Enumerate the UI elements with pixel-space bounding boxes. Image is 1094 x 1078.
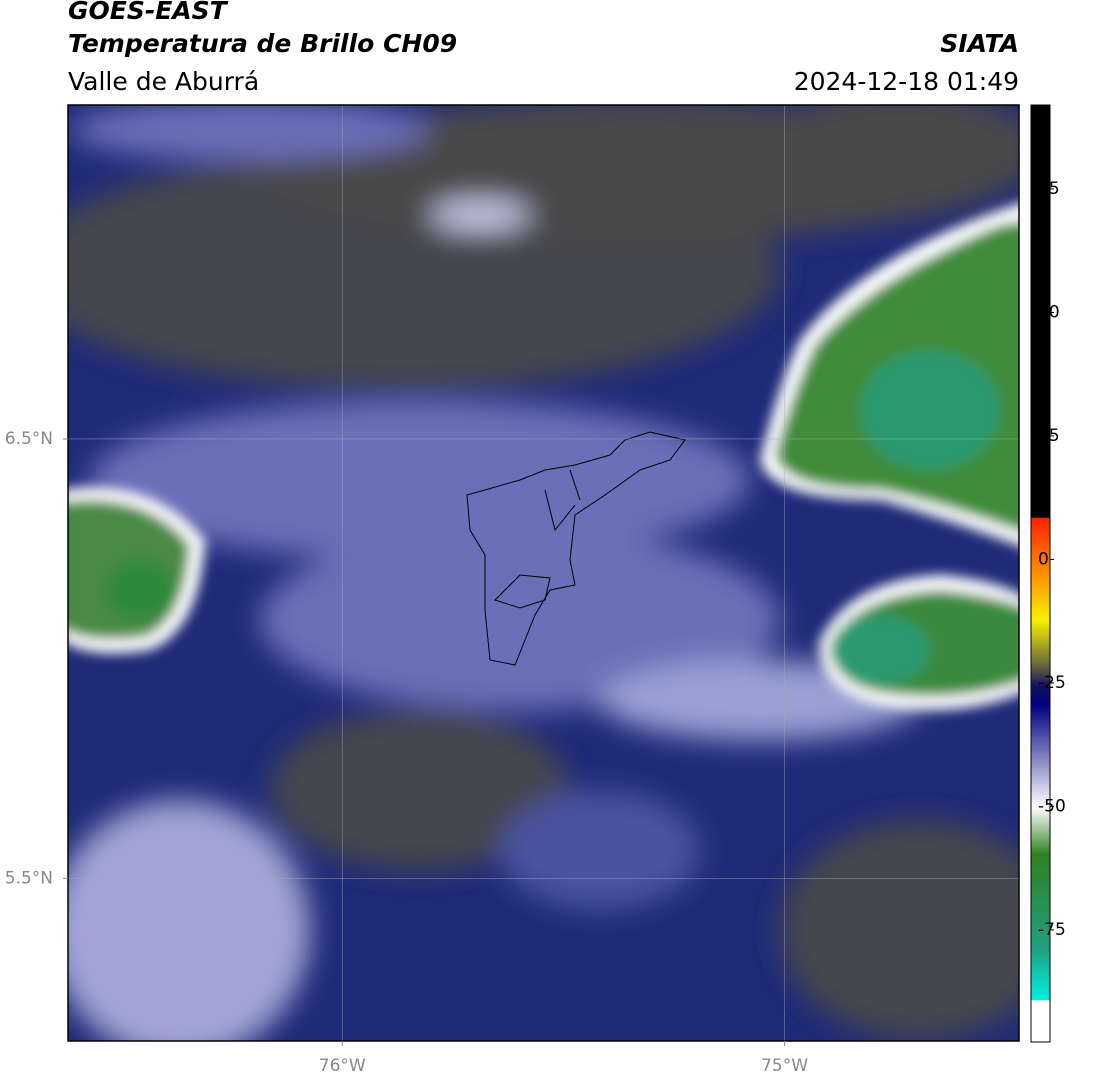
- colorbar-tick-label: 50: [1038, 302, 1060, 322]
- y-tick-label: 6.5°N: [5, 429, 53, 449]
- timestamp: 2024-12-18 01:49: [794, 67, 1019, 96]
- region: Valle de Aburrá: [68, 67, 259, 96]
- map-frame: [67, 104, 1020, 1042]
- colorbar: [1030, 104, 1051, 1043]
- colorbar-tick-label: 0: [1038, 549, 1049, 569]
- source: SIATA: [940, 29, 1019, 58]
- satellite-image: [68, 105, 1019, 1041]
- colorbar-tick-label: 75: [1038, 179, 1060, 199]
- colorbar-tick-label: -25: [1038, 673, 1066, 693]
- valley-boundary: [466, 431, 686, 666]
- colorbar-tick-label: 25: [1038, 426, 1060, 446]
- subtitle: Temperatura de Brillo CH09: [68, 29, 457, 58]
- colorbar-tick-label: -50: [1038, 796, 1066, 816]
- x-tick-label: 75°W: [761, 1056, 808, 1076]
- x-tick-label: 76°W: [319, 1056, 366, 1076]
- colorbar-tick-label: -75: [1038, 920, 1066, 940]
- y-tick-label: 5.5°N: [5, 868, 53, 888]
- title: GOES-EAST: [68, 0, 229, 25]
